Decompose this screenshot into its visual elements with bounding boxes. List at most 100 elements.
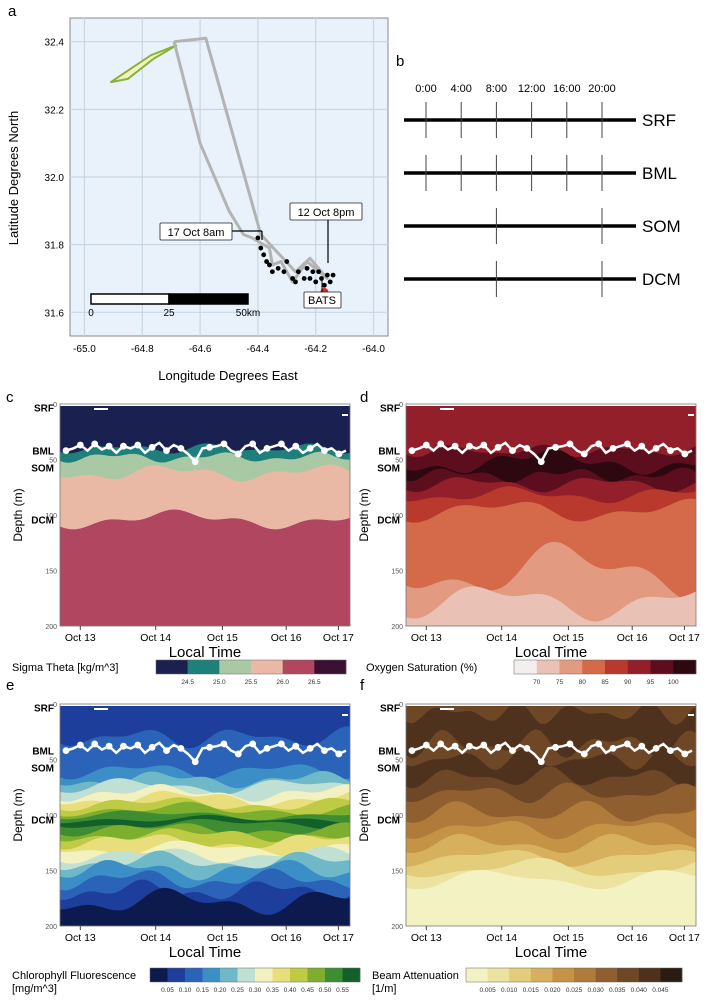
colorbar-swatch bbox=[255, 968, 273, 982]
y-tick-label: 150 bbox=[391, 569, 403, 576]
colorbar-swatch bbox=[536, 660, 560, 674]
layer-label: BML bbox=[378, 747, 400, 758]
surface-mark bbox=[94, 708, 108, 710]
colorbar-tick-label: 70 bbox=[533, 679, 541, 686]
mixed-layer-point bbox=[321, 447, 328, 455]
station-point bbox=[327, 279, 333, 285]
colorbar-swatch bbox=[627, 660, 651, 674]
surface-edge bbox=[406, 704, 696, 706]
colorbar-frame bbox=[465, 967, 683, 983]
y-tick-label: 0 bbox=[399, 402, 403, 409]
surface-edge bbox=[60, 404, 350, 406]
colorbar-label-unit: [mg/m^3] bbox=[12, 983, 57, 995]
mixed-layer-point bbox=[466, 742, 473, 750]
colorbar-tick-label: 0.030 bbox=[587, 987, 604, 994]
annotation-box-12oct bbox=[289, 202, 363, 221]
mixed-layer-point bbox=[76, 741, 84, 749]
panel-letter-f: f bbox=[360, 677, 365, 694]
mixed-layer-point bbox=[623, 440, 631, 448]
layer-label: SOM bbox=[31, 763, 54, 774]
y-tick-label: 0 bbox=[53, 402, 57, 409]
mixed-layer-point bbox=[566, 440, 574, 448]
colorbar-tick-label: 0.20 bbox=[214, 987, 227, 994]
mixed-layer-point bbox=[163, 447, 170, 455]
y-tick-label: 200 bbox=[391, 924, 403, 931]
colorbar-swatch bbox=[605, 660, 629, 674]
map-x-tick-label: -64.6 bbox=[189, 344, 212, 355]
colorbar-swatch bbox=[638, 968, 661, 982]
map-x-tick-labels: -65.0 -64.8 -64.6 -64.4 -64.2 -64.0 bbox=[73, 344, 385, 355]
surface-edge bbox=[60, 704, 350, 706]
colorbar-swatch bbox=[202, 968, 221, 982]
colorbar-swatch bbox=[487, 968, 510, 982]
panel-letter-c: c bbox=[6, 389, 14, 406]
x-axis-label: Local Time bbox=[515, 944, 588, 961]
beam-attenuation-colorbar: Beam Attenuation[1/m] 0.005 0.010 0.015 0.02… bbox=[372, 967, 683, 995]
station-point bbox=[330, 272, 336, 278]
station-point bbox=[313, 279, 319, 285]
x-tick-label: Oct 16 bbox=[271, 632, 302, 644]
mixed-layer-point bbox=[206, 743, 213, 751]
colorbar-swatch bbox=[220, 968, 238, 982]
colorbar-swatch bbox=[282, 660, 315, 674]
map-grid bbox=[70, 18, 388, 336]
mixed-layer-point bbox=[177, 445, 185, 452]
layer-label: BML bbox=[32, 447, 54, 458]
x-tick-label: Oct 15 bbox=[207, 932, 238, 944]
mixed-layer-point bbox=[105, 442, 113, 450]
station-point bbox=[310, 269, 316, 275]
annotation-17oct-8am: 17 Oct 8am bbox=[168, 227, 225, 239]
mixed-layer-point bbox=[638, 442, 646, 450]
colorbar-swatch bbox=[660, 968, 683, 982]
y-tick-label: 0 bbox=[53, 702, 57, 709]
mixed-layer-point bbox=[292, 742, 300, 750]
colorbar-swatch bbox=[595, 968, 618, 982]
x-axis-label: Local Time bbox=[169, 944, 242, 961]
mixed-layer-point bbox=[451, 442, 459, 450]
colorbar-tick-label: 0.55 bbox=[336, 987, 349, 994]
map-x-axis-label: Longitude Degrees East bbox=[158, 368, 298, 383]
colorbar-tick-label: 0.045 bbox=[652, 987, 669, 994]
mixed-layer-point bbox=[134, 741, 142, 749]
colorbar-swatch bbox=[167, 968, 186, 982]
colorbar-swatch bbox=[185, 968, 203, 982]
map-y-tick-labels: 31.6 31.8 32.0 32.2 32.4 bbox=[45, 38, 65, 320]
colorbar-tick-label: 26.0 bbox=[276, 679, 289, 686]
contour-band bbox=[60, 509, 350, 626]
map-y-tick-label: 32.0 bbox=[45, 173, 65, 184]
mixed-layer-point bbox=[91, 440, 99, 448]
x-tick-label: Oct 13 bbox=[411, 932, 442, 944]
mixed-layer-point bbox=[134, 441, 142, 449]
colorbar-swatch bbox=[325, 968, 343, 982]
mixed-layer-point bbox=[509, 747, 516, 755]
colorbar-swatch bbox=[290, 968, 308, 982]
mixed-layer-point bbox=[177, 745, 185, 752]
scale-label-0: 0 bbox=[88, 308, 94, 319]
y-tick-label: 0 bbox=[399, 702, 403, 709]
mixed-layer-point bbox=[105, 742, 113, 750]
colorbar-tick-label: 0.30 bbox=[249, 987, 262, 994]
layer-label: BML bbox=[378, 447, 400, 458]
station-point bbox=[269, 269, 275, 275]
layer-label: SRF bbox=[380, 403, 400, 414]
colorbar-label: Sigma Theta [kg/m^3] bbox=[12, 662, 118, 674]
mixed-layer-point bbox=[62, 447, 70, 455]
colorbar-tick-label: 95 bbox=[647, 679, 655, 686]
layer-label: SOM bbox=[377, 463, 400, 474]
panel-letter-d: d bbox=[360, 389, 368, 406]
station-point bbox=[295, 269, 301, 275]
colorbar-frame bbox=[149, 967, 361, 983]
mixed-layer-point bbox=[408, 747, 416, 755]
mixed-layer-point bbox=[91, 740, 99, 748]
mixed-layer-point bbox=[609, 745, 617, 752]
mixed-layer-point bbox=[595, 740, 603, 748]
mixed-layer-point bbox=[480, 741, 488, 749]
time-label: 8:00 bbox=[486, 83, 507, 95]
mixed-layer-point bbox=[120, 742, 127, 750]
colorbar-label: Beam Attenuation bbox=[372, 970, 459, 982]
time-label: 0:00 bbox=[415, 83, 436, 95]
station-point bbox=[267, 262, 272, 268]
y-tick-label: 100 bbox=[45, 813, 57, 820]
station-point bbox=[281, 269, 287, 275]
station-point bbox=[307, 276, 313, 281]
